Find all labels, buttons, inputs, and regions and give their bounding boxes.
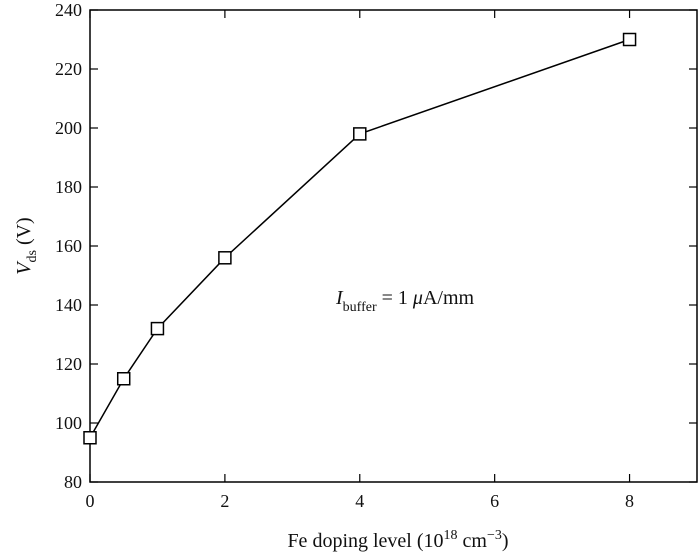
annotation-main: I: [335, 287, 344, 309]
x-axis-label: Fe doping level (1018 cm−3): [287, 528, 508, 552]
x-tick-label: 8: [625, 491, 634, 511]
x-axis-label-close: ): [502, 530, 509, 552]
y-axis-label-sub: ds: [25, 250, 40, 262]
annotation-rest: = 1: [377, 287, 413, 309]
ticks-layer: 0 2 4 6 8 80 100 120 140 160 180 200 220 240: [55, 0, 697, 511]
y-tick-label: 80: [64, 472, 82, 492]
y-tick-label: 120: [55, 354, 82, 374]
markers-layer: [83, 32, 637, 445]
data-point-marker: [150, 321, 165, 336]
x-tick-label: 2: [220, 491, 229, 511]
x-axis-label-unit-sup: −3: [487, 528, 502, 543]
x-tick-label: 4: [355, 491, 364, 511]
x-tick-label: 6: [490, 491, 499, 511]
series-line: [89, 38, 630, 439]
y-tick-label: 200: [55, 118, 82, 138]
x-axis-label-sup: 18: [444, 528, 458, 543]
annotation-label: Ibuffer = 1 μA/mm: [335, 287, 475, 315]
annotation-sub: buffer: [343, 300, 377, 315]
y-tick-label: 240: [55, 0, 82, 20]
x-axis-label-text: Fe doping level (10: [287, 530, 443, 552]
y-tick-label: 180: [55, 177, 82, 197]
x-tick-label: 0: [86, 491, 95, 511]
x-axis-label-unit: cm: [458, 530, 488, 552]
data-point-marker: [622, 32, 637, 47]
plot-frame: [89, 9, 698, 483]
y-axis-label-main: V: [13, 260, 35, 275]
data-point-marker: [116, 372, 131, 386]
y-tick-label: 220: [55, 59, 82, 79]
annotation-unit: A/mm: [423, 287, 475, 309]
y-axis-label-unit: (V): [13, 217, 35, 250]
data-point-marker: [353, 127, 367, 141]
data-point-marker: [83, 431, 97, 445]
y-tick-label: 100: [55, 413, 82, 433]
annotation-mu: μ: [412, 287, 423, 309]
data-point-marker: [218, 251, 232, 265]
y-axis-label: Vds (V): [13, 217, 40, 274]
y-tick-label: 140: [55, 295, 82, 315]
y-tick-label: 160: [55, 236, 82, 256]
